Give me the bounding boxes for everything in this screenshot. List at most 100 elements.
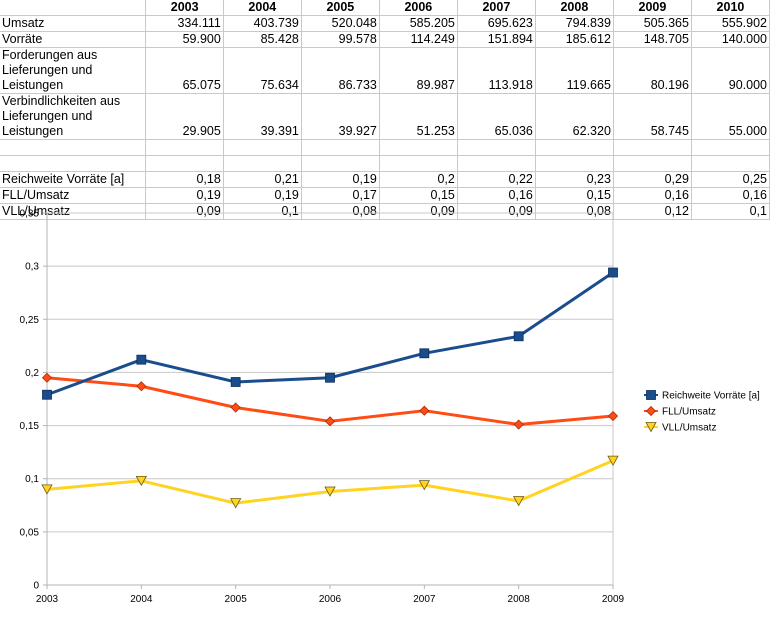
value-cell[interactable]: 58.745 xyxy=(613,93,692,140)
value-cell[interactable]: 0,1 xyxy=(223,203,302,220)
value-cell[interactable]: 29.905 xyxy=(145,93,224,140)
value-cell[interactable]: 148.705 xyxy=(613,31,692,48)
value-cell[interactable]: 0,09 xyxy=(145,203,224,220)
year-header-cell[interactable]: 2008 xyxy=(535,0,614,16)
value-cell[interactable]: 0,22 xyxy=(457,171,536,188)
data-point[interactable] xyxy=(230,402,241,413)
data-point[interactable] xyxy=(324,486,336,497)
data-point[interactable] xyxy=(608,267,618,278)
data-point[interactable] xyxy=(607,455,619,466)
value-cell[interactable]: 75.634 xyxy=(223,47,302,94)
value-cell[interactable]: 39.391 xyxy=(223,93,302,140)
empty-cell[interactable] xyxy=(379,155,458,172)
value-cell[interactable]: 0,19 xyxy=(301,171,380,188)
value-cell[interactable]: 0,1 xyxy=(691,203,770,220)
empty-cell[interactable] xyxy=(301,139,380,156)
data-point[interactable] xyxy=(136,354,147,365)
empty-cell[interactable] xyxy=(145,155,224,172)
empty-cell[interactable] xyxy=(0,139,147,156)
data-point[interactable] xyxy=(325,372,335,383)
value-cell[interactable]: 0,18 xyxy=(145,171,224,188)
value-cell[interactable]: 0,08 xyxy=(301,203,380,220)
data-point[interactable] xyxy=(229,498,242,509)
data-point[interactable] xyxy=(41,484,53,495)
value-cell[interactable]: 80.196 xyxy=(613,47,692,94)
value-cell[interactable]: 99.578 xyxy=(301,31,380,48)
empty-cell[interactable] xyxy=(0,155,147,172)
empty-cell[interactable] xyxy=(223,155,302,172)
data-point[interactable] xyxy=(512,496,525,507)
value-cell[interactable]: 0,25 xyxy=(691,171,770,188)
value-cell[interactable]: 39.927 xyxy=(301,93,380,140)
row-label-cell[interactable]: Vorräte xyxy=(0,31,147,48)
row-label-cell[interactable]: Reichweite Vorräte [a] xyxy=(0,171,147,188)
data-point[interactable] xyxy=(230,377,241,387)
value-cell[interactable]: 0,12 xyxy=(613,203,692,220)
value-cell[interactable]: 85.428 xyxy=(223,31,302,48)
value-cell[interactable]: 505.365 xyxy=(613,15,692,32)
value-cell[interactable]: 114.249 xyxy=(379,31,458,48)
row-label-cell[interactable]: Verbindlichkeiten aus Lieferungen und Le… xyxy=(0,93,147,140)
value-cell[interactable]: 0,19 xyxy=(145,187,224,204)
data-point[interactable] xyxy=(42,389,52,400)
value-cell[interactable]: 794.839 xyxy=(535,15,614,32)
data-point[interactable] xyxy=(419,405,430,416)
value-cell[interactable]: 555.902 xyxy=(691,15,770,32)
value-cell[interactable]: 0,17 xyxy=(301,187,380,204)
value-cell[interactable]: 55.000 xyxy=(691,93,770,140)
data-point[interactable] xyxy=(419,348,430,359)
value-cell[interactable]: 0,23 xyxy=(535,171,614,188)
data-point[interactable] xyxy=(135,475,148,487)
value-cell[interactable]: 520.048 xyxy=(301,15,380,32)
value-cell[interactable]: 334.111 xyxy=(145,15,224,32)
value-cell[interactable]: 65.036 xyxy=(457,93,536,140)
legend-marker[interactable] xyxy=(645,422,657,433)
row-label-cell[interactable]: VLL/Umsatz xyxy=(0,203,147,220)
year-header-cell[interactable]: 2007 xyxy=(457,0,536,16)
row-label-cell[interactable]: FLL/Umsatz xyxy=(0,187,147,204)
value-cell[interactable]: 585.205 xyxy=(379,15,458,32)
empty-cell[interactable] xyxy=(145,139,224,156)
year-header-cell[interactable]: 2004 xyxy=(223,0,302,16)
data-point[interactable] xyxy=(513,331,524,342)
value-cell[interactable]: 0,15 xyxy=(535,187,614,204)
data-point[interactable] xyxy=(513,419,524,430)
year-header-cell[interactable]: 2006 xyxy=(379,0,458,16)
empty-cell[interactable] xyxy=(613,155,692,172)
year-header-cell[interactable]: 2009 xyxy=(613,0,692,16)
value-cell[interactable]: 403.739 xyxy=(223,15,302,32)
value-cell[interactable]: 0,2 xyxy=(379,171,458,188)
empty-cell[interactable] xyxy=(457,155,536,172)
value-cell[interactable]: 89.987 xyxy=(379,47,458,94)
row-label-cell[interactable]: Forderungen aus Lieferungen und Leistung… xyxy=(0,47,147,94)
data-point[interactable] xyxy=(418,480,431,491)
value-cell[interactable]: 65.075 xyxy=(145,47,224,94)
value-cell[interactable]: 0,19 xyxy=(223,187,302,204)
value-cell[interactable]: 51.253 xyxy=(379,93,458,140)
value-cell[interactable]: 0,21 xyxy=(223,171,302,188)
empty-cell[interactable] xyxy=(379,139,458,156)
value-cell[interactable]: 0,15 xyxy=(379,187,458,204)
legend-marker[interactable] xyxy=(645,405,657,417)
value-cell[interactable]: 119.665 xyxy=(535,47,614,94)
empty-cell[interactable] xyxy=(613,139,692,156)
value-cell[interactable]: 113.918 xyxy=(457,47,536,94)
value-cell[interactable]: 185.612 xyxy=(535,31,614,48)
row-label-cell[interactable]: Umsatz xyxy=(0,15,147,32)
data-point[interactable] xyxy=(324,416,336,427)
empty-cell[interactable] xyxy=(223,139,302,156)
value-cell[interactable]: 0,16 xyxy=(457,187,536,204)
value-cell[interactable]: 0,09 xyxy=(379,203,458,220)
empty-cell[interactable] xyxy=(457,139,536,156)
value-cell[interactable]: 86.733 xyxy=(301,47,380,94)
legend-marker[interactable] xyxy=(646,390,656,400)
value-cell[interactable]: 62.320 xyxy=(535,93,614,140)
header-empty-cell[interactable] xyxy=(0,0,147,16)
value-cell[interactable]: 0,08 xyxy=(535,203,614,220)
value-cell[interactable]: 0,16 xyxy=(691,187,770,204)
data-point[interactable] xyxy=(41,372,53,383)
year-header-cell[interactable]: 2010 xyxy=(691,0,770,16)
value-cell[interactable]: 0,09 xyxy=(457,203,536,220)
value-cell[interactable]: 140.000 xyxy=(691,31,770,48)
empty-cell[interactable] xyxy=(535,155,614,172)
